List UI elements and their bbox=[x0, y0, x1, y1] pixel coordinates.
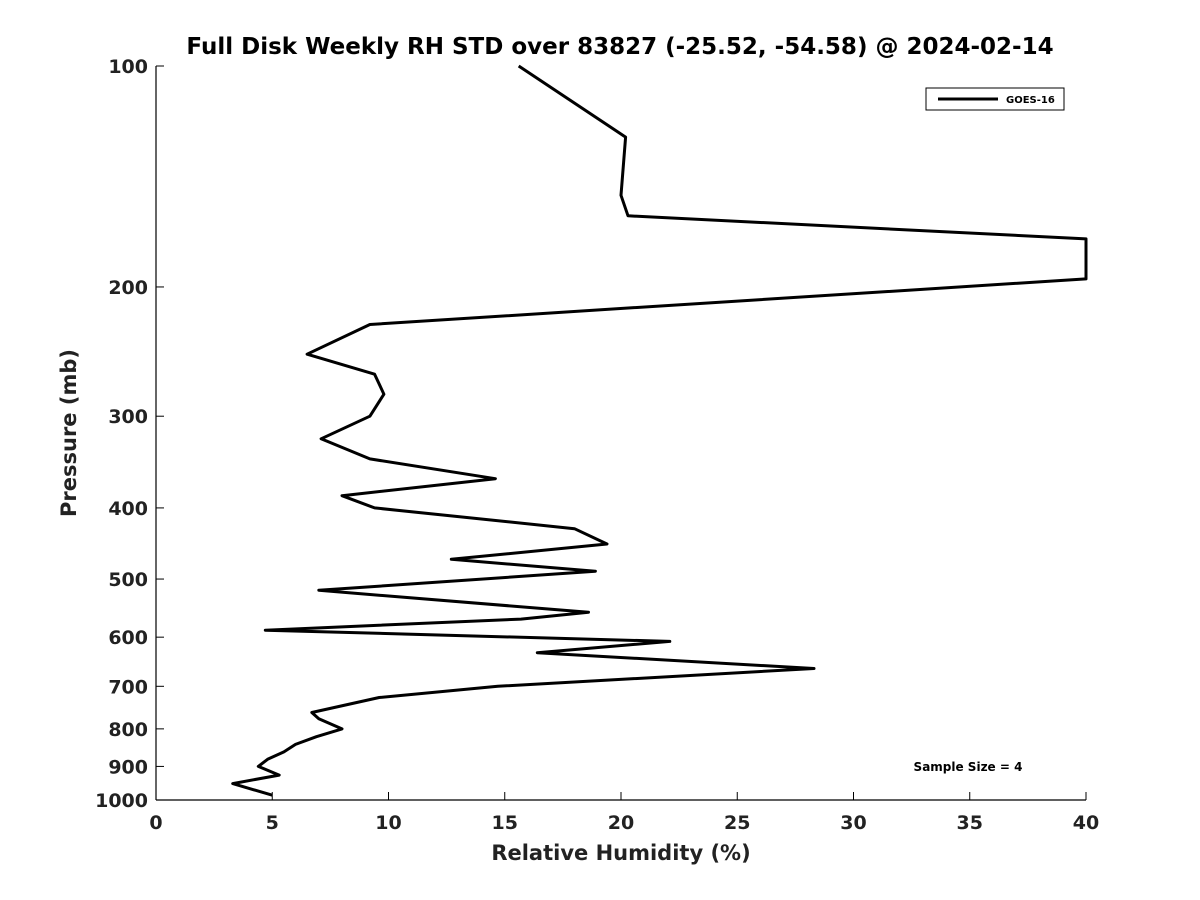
y-tick-label: 900 bbox=[108, 756, 148, 778]
x-tick-label: 15 bbox=[492, 812, 518, 834]
x-tick-label: 30 bbox=[840, 812, 866, 834]
series-line-goes-16 bbox=[231, 64, 1088, 797]
x-tick-label: 10 bbox=[375, 812, 401, 834]
y-tick-label: 100 bbox=[108, 56, 148, 78]
x-tick-label: 5 bbox=[266, 812, 279, 834]
plot-area bbox=[155, 66, 1086, 801]
series-layer bbox=[231, 64, 1088, 797]
legend-label-goes-16: GOES-16 bbox=[1006, 95, 1055, 106]
chart-title: Full Disk Weekly RH STD over 83827 (-25.… bbox=[186, 34, 1053, 60]
sample-size-annotation: Sample Size = 4 bbox=[914, 760, 1023, 774]
y-tick-label: 700 bbox=[108, 676, 148, 698]
x-tick-label: 40 bbox=[1073, 812, 1099, 834]
y-axis-label: Pressure (mb) bbox=[57, 349, 81, 517]
x-tick-label: 20 bbox=[608, 812, 634, 834]
y-tick-label: 600 bbox=[108, 627, 148, 649]
y-tick-label: 800 bbox=[108, 719, 148, 741]
x-tick-label: 0 bbox=[149, 812, 162, 834]
y-tick-label: 1000 bbox=[95, 790, 148, 812]
y-tick-label: 400 bbox=[108, 498, 148, 520]
x-axis-label: Relative Humidity (%) bbox=[491, 841, 750, 865]
legend: GOES-16 bbox=[925, 87, 1065, 111]
x-tick-label: 35 bbox=[957, 812, 983, 834]
y-axis-ticks: 100 200 300 400 500 600 700 800 900 1000 bbox=[95, 56, 164, 812]
x-tick-label: 25 bbox=[724, 812, 750, 834]
y-tick-label: 500 bbox=[108, 569, 148, 591]
y-tick-label: 200 bbox=[108, 277, 148, 299]
y-tick-label: 300 bbox=[108, 406, 148, 428]
x-axis-ticks: 0 5 10 15 20 25 30 35 40 bbox=[149, 792, 1099, 834]
